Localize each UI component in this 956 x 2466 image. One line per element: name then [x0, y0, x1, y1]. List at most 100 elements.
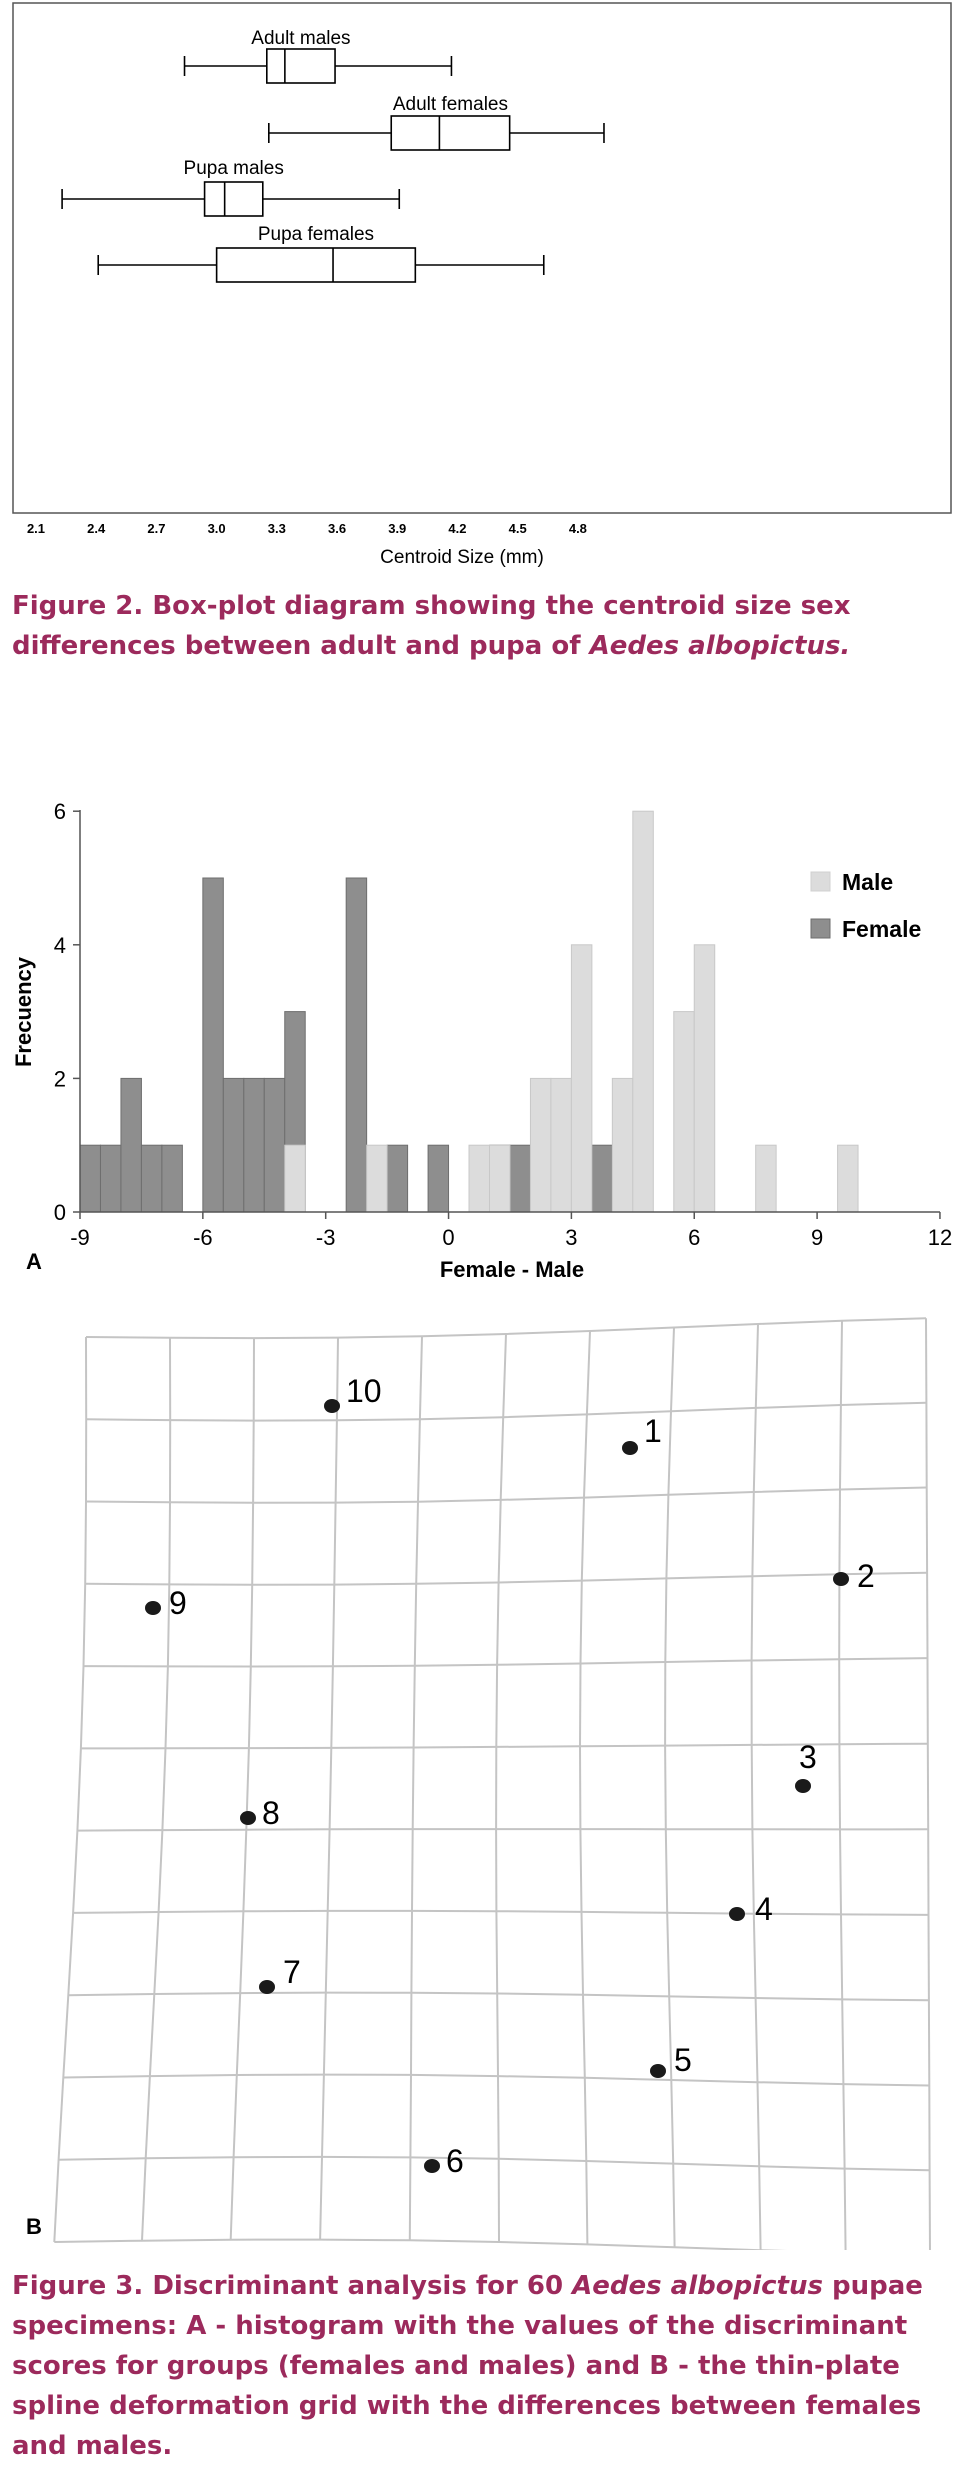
grid-line-vertical: [229, 1338, 255, 2240]
y-tick-label: 6: [54, 799, 66, 824]
grid-line-vertical: [319, 1337, 339, 2240]
histogram-bar-male: [570, 944, 593, 1213]
landmark-dot: [622, 1441, 638, 1455]
grid-line-vertical: [53, 1336, 88, 2243]
histogram-legend: Male Female: [810, 869, 921, 942]
histogram-axis-ticks: -9 -6 -3 0 3 6 9 12 0 2 4 6: [54, 799, 952, 1250]
x-tick-label: 2.7: [147, 521, 165, 536]
histogram-bar-female: [591, 1144, 613, 1213]
histogram-bar-male: [632, 810, 654, 1213]
figure-3b-deformation-grid: 1 2 3 4 5 6 7 8 9 10 B: [26, 1317, 931, 2250]
landmark-1: 1: [622, 1413, 662, 1455]
boxplot-axis-ticks: 2.1 2.4 2.7 3.0 3.3 3.6 3.9 4.2 4.5 4.8: [27, 521, 587, 536]
histogram-bar-male: [693, 944, 716, 1213]
x-tick-label: 2.4: [87, 521, 106, 536]
box-pupa-males: Pupa males: [61, 158, 401, 217]
grid-line-vertical: [750, 1323, 762, 2250]
grid-line-vertical: [838, 1320, 847, 2250]
x-tick-label: 3: [565, 1225, 577, 1250]
histogram-bar-male: [529, 1077, 552, 1213]
histogram-bar-female: [99, 1144, 122, 1213]
x-tick-label: 0: [442, 1225, 454, 1250]
grid-line-horizontal: [58, 2155, 930, 2172]
panel-b-label: B: [26, 2214, 42, 2239]
grid-line-vertical: [141, 1337, 172, 2241]
landmark-2: 2: [833, 1558, 875, 1594]
panel-a-label: A: [26, 1249, 42, 1274]
histogram-bar-male: [366, 1144, 388, 1213]
figure-2-boxplot: Adult males Adult females Pupa males Pupa f…: [12, 2, 952, 568]
landmark-number: 8: [262, 1795, 280, 1831]
figure-3-caption-text: Figure 3. Discriminant analysis for 60: [12, 2271, 573, 2301]
landmark-number: 4: [755, 1891, 773, 1927]
histogram-bar-female: [386, 1144, 409, 1213]
landmark-number: 5: [674, 2042, 692, 2078]
landmark-dot: [424, 2159, 440, 2173]
landmark-points: 1 2 3 4 5 6 7 8 9 10: [145, 1373, 875, 2179]
histogram-bar-female: [263, 1077, 286, 1213]
box-adult-males: Adult males: [183, 28, 453, 84]
landmark-number: 2: [857, 1558, 875, 1594]
y-tick-label: 0: [54, 1200, 66, 1225]
grid-line-horizontal: [80, 1742, 928, 1750]
x-tick-label: 12: [928, 1225, 952, 1250]
landmark-8: 8: [240, 1795, 280, 1831]
histogram-bar-female: [120, 1077, 142, 1213]
legend-label-male: Male: [842, 869, 893, 895]
box-iqr: [215, 247, 417, 283]
histogram-bar-female: [222, 1077, 245, 1213]
grid-line-horizontal: [85, 1571, 928, 1586]
figure-3a-histogram: -9 -6 -3 0 3 6 9 12 0 2 4 6 Female - Male Frecuency…: [11, 799, 952, 1282]
landmark-dot: [795, 1779, 811, 1793]
landmark-number: 1: [644, 1413, 662, 1449]
x-tick-label: 3.9: [388, 521, 406, 536]
landmark-number: 6: [446, 2143, 464, 2179]
landmark-7: 7: [259, 1954, 301, 1994]
histogram-bar-female: [509, 1144, 531, 1213]
x-tick-label: 4.5: [509, 521, 527, 536]
histogram-bar-male: [489, 1144, 511, 1213]
landmark-4: 4: [729, 1891, 773, 1927]
landmark-dot: [259, 1980, 275, 1994]
histogram-bar-male: [837, 1144, 859, 1213]
thin-plate-spline-grid: [53, 1317, 931, 2250]
figure-3-caption: Figure 3. Discriminant analysis for 60 A…: [12, 2266, 952, 2466]
box-iqr: [203, 181, 264, 217]
box-label: Adult females: [393, 94, 508, 115]
grid-line-vertical: [925, 1318, 931, 2250]
grid-line-vertical: [408, 1336, 423, 2241]
x-tick-label: -3: [316, 1225, 336, 1250]
grid-line-horizontal: [83, 1657, 928, 1668]
grid-line-horizontal: [63, 2073, 930, 2087]
histogram-bar-female: [202, 877, 224, 1213]
box-iqr: [266, 48, 336, 84]
histogram-x-axis-label: Female - Male: [440, 1257, 584, 1282]
histogram-bar-male: [611, 1077, 634, 1213]
landmark-number: 10: [346, 1373, 382, 1409]
landmark-dot: [729, 1907, 745, 1921]
grid-line-horizontal: [85, 1317, 927, 1340]
legend-label-female: Female: [842, 916, 921, 942]
x-tick-label: 3.6: [328, 521, 346, 536]
y-tick-label: 2: [54, 1066, 66, 1091]
box-pupa-females: Pupa females: [97, 224, 545, 283]
box-adult-females: Adult females: [268, 94, 605, 151]
histogram-y-axis-label: Frecuency: [11, 956, 36, 1067]
grid-line-horizontal: [68, 1991, 929, 2002]
histogram-bar-female: [161, 1144, 183, 1213]
histogram-bar-female: [79, 1144, 101, 1213]
x-tick-label: 4.8: [569, 521, 587, 536]
figure-2-caption-text: Figure 2. Box-plot diagram showing the c…: [12, 591, 851, 661]
box-label: Pupa females: [258, 224, 374, 245]
figure-2-caption-species: Aedes albopictus.: [589, 631, 851, 661]
grid-line-horizontal: [85, 1486, 927, 1504]
landmark-dot: [650, 2064, 666, 2078]
grid-line-horizontal: [77, 1828, 929, 1832]
x-tick-label: 9: [811, 1225, 823, 1250]
grid-line-horizontal: [54, 2238, 787, 2250]
x-tick-label: 3.0: [208, 521, 226, 536]
grid-line-vertical: [495, 1333, 507, 2243]
histogram-bar-male: [550, 1077, 572, 1213]
legend-swatch-male: [810, 871, 831, 892]
histogram-bar-male: [755, 1144, 777, 1213]
